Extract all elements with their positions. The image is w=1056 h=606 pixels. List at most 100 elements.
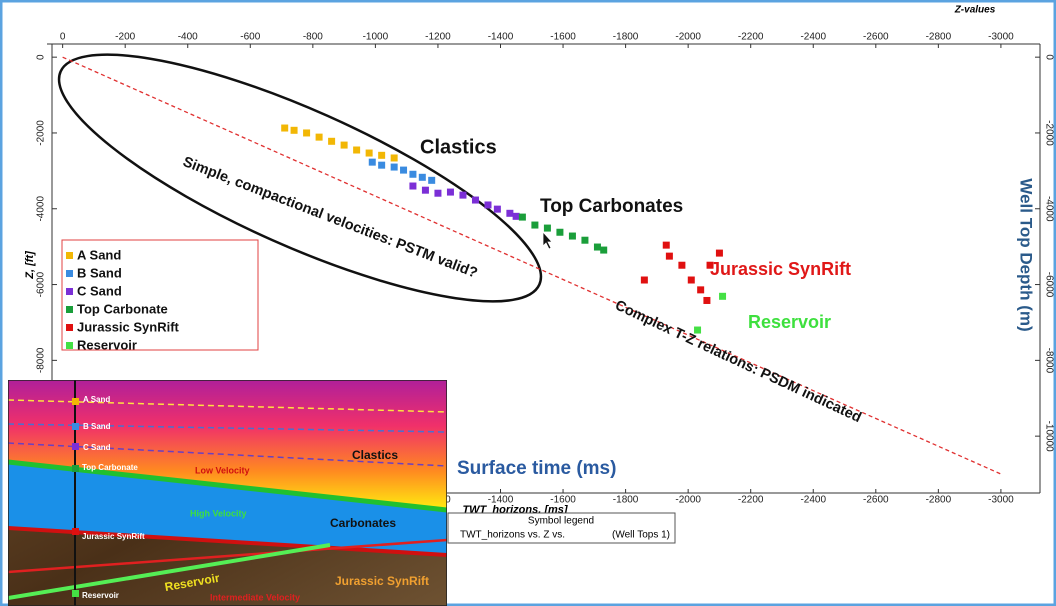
point	[459, 191, 467, 199]
inset-label: Carbonates	[330, 516, 396, 530]
point	[353, 146, 361, 154]
x-tick-label-top: -200	[115, 32, 135, 43]
y-tick-label: -8000	[36, 347, 47, 373]
point	[687, 276, 695, 284]
point	[678, 261, 686, 269]
legend-label: Reservoir	[77, 337, 137, 352]
x-tick-label-top: -1600	[550, 32, 576, 43]
inset-label: A Sand	[83, 395, 110, 404]
x-tick-label-top: -2000	[675, 32, 701, 43]
point	[328, 137, 336, 145]
point	[303, 129, 311, 137]
clastics-ellipse	[57, 53, 543, 303]
y2-tick-label: -6000	[1043, 272, 1054, 298]
point	[400, 166, 408, 174]
x-tick-label-bottom: -2000	[675, 495, 701, 506]
point	[531, 221, 539, 229]
inset-label: Clastics	[352, 448, 398, 462]
legend-label: B Sand	[77, 265, 122, 280]
point	[703, 296, 711, 304]
legend-label: Jurassic SynRift	[77, 319, 180, 334]
point	[715, 249, 723, 257]
legend-marker	[66, 342, 73, 349]
symbol-legend-text: TWT_horizons vs. Z vs.	[460, 530, 565, 541]
inset-label: Top Carbonate	[82, 463, 138, 472]
symbol-legend-box	[447, 512, 676, 544]
point	[581, 236, 589, 244]
y-axis-title: Z, [ft]	[24, 251, 36, 280]
x-tick-label-bottom: -3000	[988, 495, 1014, 506]
point	[556, 228, 564, 236]
point	[662, 241, 670, 249]
annotation: Reservoir	[748, 312, 831, 332]
x-tick-label-bottom: -1800	[613, 495, 639, 506]
symbol-legend-suffix: (Well Tops 1)	[612, 530, 670, 541]
inset-label: High Velocity	[190, 508, 247, 518]
y-tick-label: 0	[36, 54, 47, 60]
point	[593, 243, 601, 251]
point	[434, 189, 442, 197]
legend-marker	[66, 270, 73, 277]
y-tick-label: -2000	[36, 120, 47, 146]
annotation: Top Carbonates	[540, 196, 683, 217]
x-tick-label-top: -3000	[988, 32, 1014, 43]
annotation: Clastics	[420, 136, 497, 158]
annotation: Jurassic SynRift	[710, 259, 851, 279]
y-tick-label: -6000	[36, 271, 47, 297]
point	[506, 209, 514, 217]
x-tick-label-top: 0	[60, 32, 66, 43]
point	[719, 292, 727, 300]
point	[694, 326, 702, 334]
x-tick-label-top: -1800	[613, 32, 639, 43]
legend-marker	[66, 324, 73, 331]
point	[409, 170, 417, 178]
point	[418, 173, 426, 181]
legend-marker	[66, 288, 73, 295]
cursor	[542, 230, 553, 250]
point	[390, 154, 398, 162]
point	[365, 149, 373, 157]
y2-tick-label: -8000	[1043, 348, 1054, 374]
point	[428, 176, 436, 184]
point	[315, 133, 323, 141]
x-tick-label-top: -1000	[363, 32, 389, 43]
point	[493, 205, 501, 213]
inset-label: Jurassic SynRift	[82, 532, 145, 541]
point	[340, 141, 348, 149]
point	[665, 252, 673, 260]
point	[484, 201, 492, 209]
inset-label: Reservoir	[82, 591, 119, 600]
x-tick-label-top: -2600	[863, 32, 889, 43]
legend-label: A Sand	[77, 247, 121, 262]
symbol-legend-title: Symbol legend	[528, 516, 594, 527]
legend-marker	[66, 306, 73, 313]
x-tick-label-top: -2400	[800, 32, 826, 43]
trend-line	[62, 56, 1002, 475]
x-tick-label-top: -400	[178, 32, 198, 43]
point	[281, 124, 289, 132]
point	[290, 126, 298, 134]
x-tick-label-bottom: -2600	[863, 495, 889, 506]
point	[378, 151, 386, 159]
inset-cross-section: A Sand B Sand C Sand Top Carbonate Low Veloc…	[8, 380, 447, 606]
point	[706, 261, 714, 269]
x-tick-label-bottom: -1600	[550, 495, 576, 506]
x-tick-label-bottom: -2400	[800, 495, 826, 506]
point	[568, 232, 576, 240]
x-tick-label-top: -1400	[488, 32, 514, 43]
point	[421, 186, 429, 194]
x-tick-label-top: -2200	[738, 32, 764, 43]
point	[512, 212, 520, 220]
legend-label: C Sand	[77, 283, 122, 298]
inset-label: B Sand	[83, 422, 111, 431]
point	[446, 188, 454, 196]
legend-box	[61, 239, 259, 351]
y2-tick-label: -10000	[1043, 421, 1054, 453]
x-tick-label-bottom: -1400	[488, 495, 514, 506]
x-tick-label-bottom: -2200	[738, 495, 764, 506]
inset-label: Low Velocity	[195, 465, 250, 475]
point	[409, 182, 417, 190]
annotation: Surface time (ms)	[457, 458, 616, 479]
y2-tick-label: -2000	[1043, 120, 1054, 146]
y2-tick-label: 0	[1043, 54, 1054, 60]
